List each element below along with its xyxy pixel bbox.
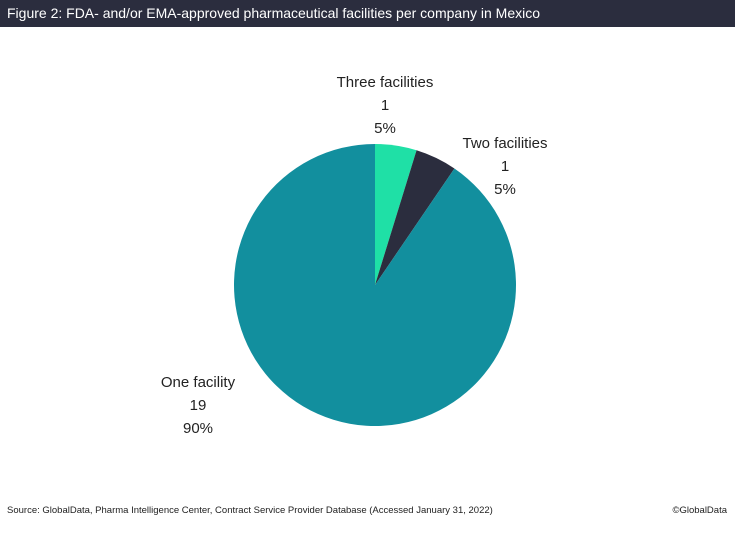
copyright-credit: ©GlobalData: [672, 505, 727, 516]
pie-slice-three-facilities: [375, 144, 417, 285]
slice-label-1: Two facilities: [462, 135, 547, 152]
slice-percent-2: 90%: [183, 420, 213, 437]
pie-chart: Three facilities 1 5% Two facilities 1 5% One …: [161, 74, 548, 437]
slice-count-label-1: 1: [501, 158, 509, 175]
slice-percent-1: 5%: [494, 181, 516, 198]
pie-slice-two-facilities: [375, 150, 455, 285]
footer: Source: GlobalData, Pharma Intelligence …: [0, 500, 735, 522]
chart-area: Three facilities 1 5% Two facilities 1 5% One …: [0, 27, 735, 497]
chart-title: Figure 2: FDA- and/or EMA-approved pharm…: [0, 0, 735, 27]
source-note: Source: GlobalData, Pharma Intelligence …: [7, 505, 493, 516]
slice-count-label-2: 19: [190, 397, 207, 414]
slice-label-0: Three facilities: [337, 74, 434, 91]
pie-slice-one-facility: [233, 144, 516, 426]
slice-count-label-0: 1: [381, 97, 389, 114]
slice-percent-0: 5%: [374, 120, 396, 137]
slice-label-2: One facility: [161, 374, 236, 391]
